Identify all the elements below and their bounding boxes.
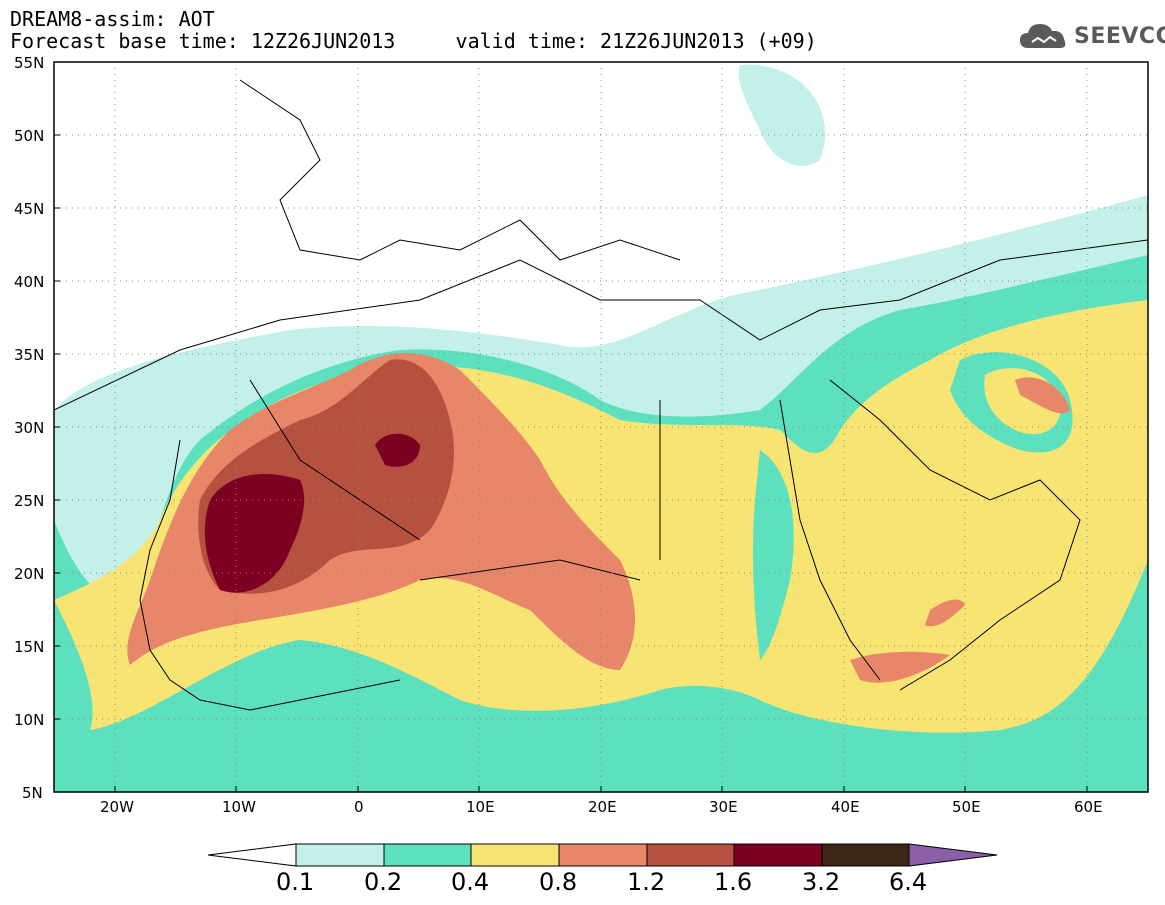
colorbar-bin-1.6 (733, 843, 823, 867)
colorbar-label: 0.4 (451, 868, 490, 896)
lon-label: 40E (831, 798, 860, 816)
colorbar-bin-0.2 (383, 843, 472, 867)
lat-label: 40N (14, 273, 45, 291)
colorbar-bin-3.2 (821, 843, 910, 867)
lat-label: 50N (14, 127, 45, 145)
colorbar-label: 0.8 (539, 868, 578, 896)
lon-label: 30E (709, 798, 738, 816)
cloud-icon (1020, 24, 1066, 48)
colorbar-label: 1.2 (627, 868, 666, 896)
lat-label: 30N (14, 419, 45, 437)
gridlines (54, 62, 1148, 792)
colorbar-bin-0.8 (558, 843, 648, 867)
time-info: Forecast base time: 12Z26JUN2013 valid t… (10, 30, 817, 52)
figure-header: DREAM8-assim: AOT Forecast base time: 12… (10, 8, 817, 52)
seevccc-logo: SEEVCCC (1018, 20, 1165, 52)
colorbar-bin-1.2 (646, 843, 735, 867)
colorbar-label: 0.1 (276, 868, 315, 896)
lon-label: 10W (222, 798, 256, 816)
coastlines (54, 79, 1148, 711)
base-time: Forecast base time: 12Z26JUN2013 (10, 29, 396, 53)
lat-label: 55N (14, 54, 45, 72)
lon-label: 0 (354, 798, 364, 816)
colorbar-bin-0.1 (295, 843, 385, 867)
lat-label: 5N (22, 784, 43, 802)
colorbar-low-arrow (207, 843, 297, 867)
colorbar-label: 6.4 (889, 868, 928, 896)
aot-band-0.2-left (54, 490, 120, 542)
lon-label: 60E (1074, 798, 1103, 816)
colorbar-label: 1.6 (714, 868, 753, 896)
lat-label: 25N (14, 492, 45, 510)
lon-label: 20E (588, 798, 617, 816)
aot-band-1.6-east (375, 433, 420, 467)
lat-label: 20N (14, 565, 45, 583)
lat-label: 15N (14, 638, 45, 656)
aot-band-0.8-iran (1015, 377, 1070, 414)
colorbar (207, 843, 998, 867)
aot-band-0.2-egypt (752, 450, 794, 660)
aot-band-1.6-west (204, 474, 305, 593)
lon-label: 50E (952, 798, 981, 816)
aot-band-0.8-oman (925, 599, 965, 627)
lat-label: 10N (14, 711, 45, 729)
colorbar-label: 0.2 (364, 868, 403, 896)
logo-text: SEEVCCC (1074, 23, 1165, 49)
axis-ticks (54, 134, 1088, 792)
colorbar-label: 3.2 (802, 868, 841, 896)
lat-label: 35N (14, 346, 45, 364)
colorbar-bin-0.4 (470, 843, 560, 867)
lat-label: 45N (14, 200, 45, 218)
lon-label: 20W (100, 798, 134, 816)
aot-band-0.1-north (738, 64, 826, 166)
aot-band-0.8-yemen (850, 651, 950, 683)
colorbar-high-arrow (908, 843, 998, 867)
aot-contours (54, 62, 1148, 792)
valid-time: valid time: 21Z26JUN2013 (+09) (455, 29, 817, 53)
lon-label: 10E (466, 798, 495, 816)
figure-title: DREAM8-assim: AOT (10, 7, 215, 31)
